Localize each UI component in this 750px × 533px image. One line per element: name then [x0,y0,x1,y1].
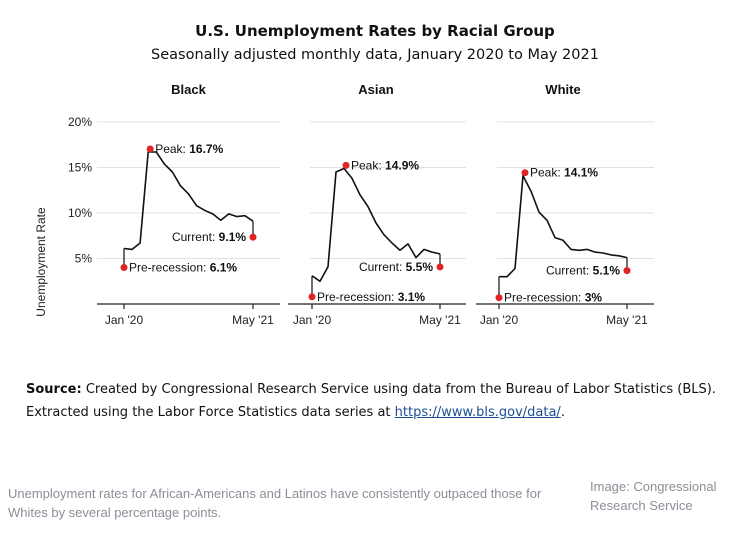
x-tick-label: Jan '20 [293,313,332,327]
source-label: Source: [26,382,82,397]
peak-marker [342,161,350,169]
panel-title: Black [171,82,206,97]
peak-marker [521,169,529,177]
panel-title: Asian [358,82,393,97]
y-axis-label: Unemployment Rate [34,207,48,317]
source-note: Source: Created by Congressional Researc… [26,378,736,424]
series-line-black [123,151,254,251]
panel-title: White [545,82,580,97]
unemployment-chart: 20% 15% 10% 5% Unemployment Rate Black Jan '20… [34,82,654,327]
source-end: . [560,405,565,420]
y-tick-label: 5% [75,252,93,266]
x-tick-label: May '21 [232,313,274,327]
peak-marker [146,145,154,153]
series-line-asian [311,167,441,283]
pre-recession-marker [495,294,503,302]
y-tick-label: 15% [68,161,92,175]
peak-label: Peak: 16.7% [155,142,223,156]
current-label: Current: 9.1% [172,230,246,244]
source-link[interactable]: https://www.bls.gov/data/ [394,405,561,420]
current-marker [623,267,631,275]
pre-recession-label: Pre-recession: 3.1% [317,290,425,304]
peak-label: Peak: 14.9% [351,158,419,172]
current-label: Current: 5.1% [546,264,620,278]
current-marker [436,263,444,271]
pre-recession-marker [120,263,128,271]
image-credit: Image: Congressional Research Service [590,479,717,513]
x-tick-label: May '21 [606,313,648,327]
x-tick-label: Jan '20 [105,313,144,327]
chart-title: U.S. Unemployment Rates by Racial Group [195,22,555,40]
source-text: Created by Congressional Research Servic… [26,382,716,420]
peak-label: Peak: 14.1% [530,166,598,180]
series-line-white [499,174,628,278]
current-label: Current: 5.5% [359,260,433,274]
y-tick-label: 10% [68,206,92,220]
x-tick-label: May '21 [419,313,461,327]
image-caption: Unemployment rates for African-Americans… [8,486,542,520]
current-marker [249,233,257,241]
pre-recession-label: Pre-recession: 6.1% [129,260,237,274]
x-tick-label: Jan '20 [480,313,519,327]
y-tick-label: 20% [68,115,92,129]
chart-subtitle: Seasonally adjusted monthly data, Januar… [151,47,599,63]
pre-recession-label: Pre-recession: 3% [504,291,602,305]
pre-recession-marker [308,293,316,301]
